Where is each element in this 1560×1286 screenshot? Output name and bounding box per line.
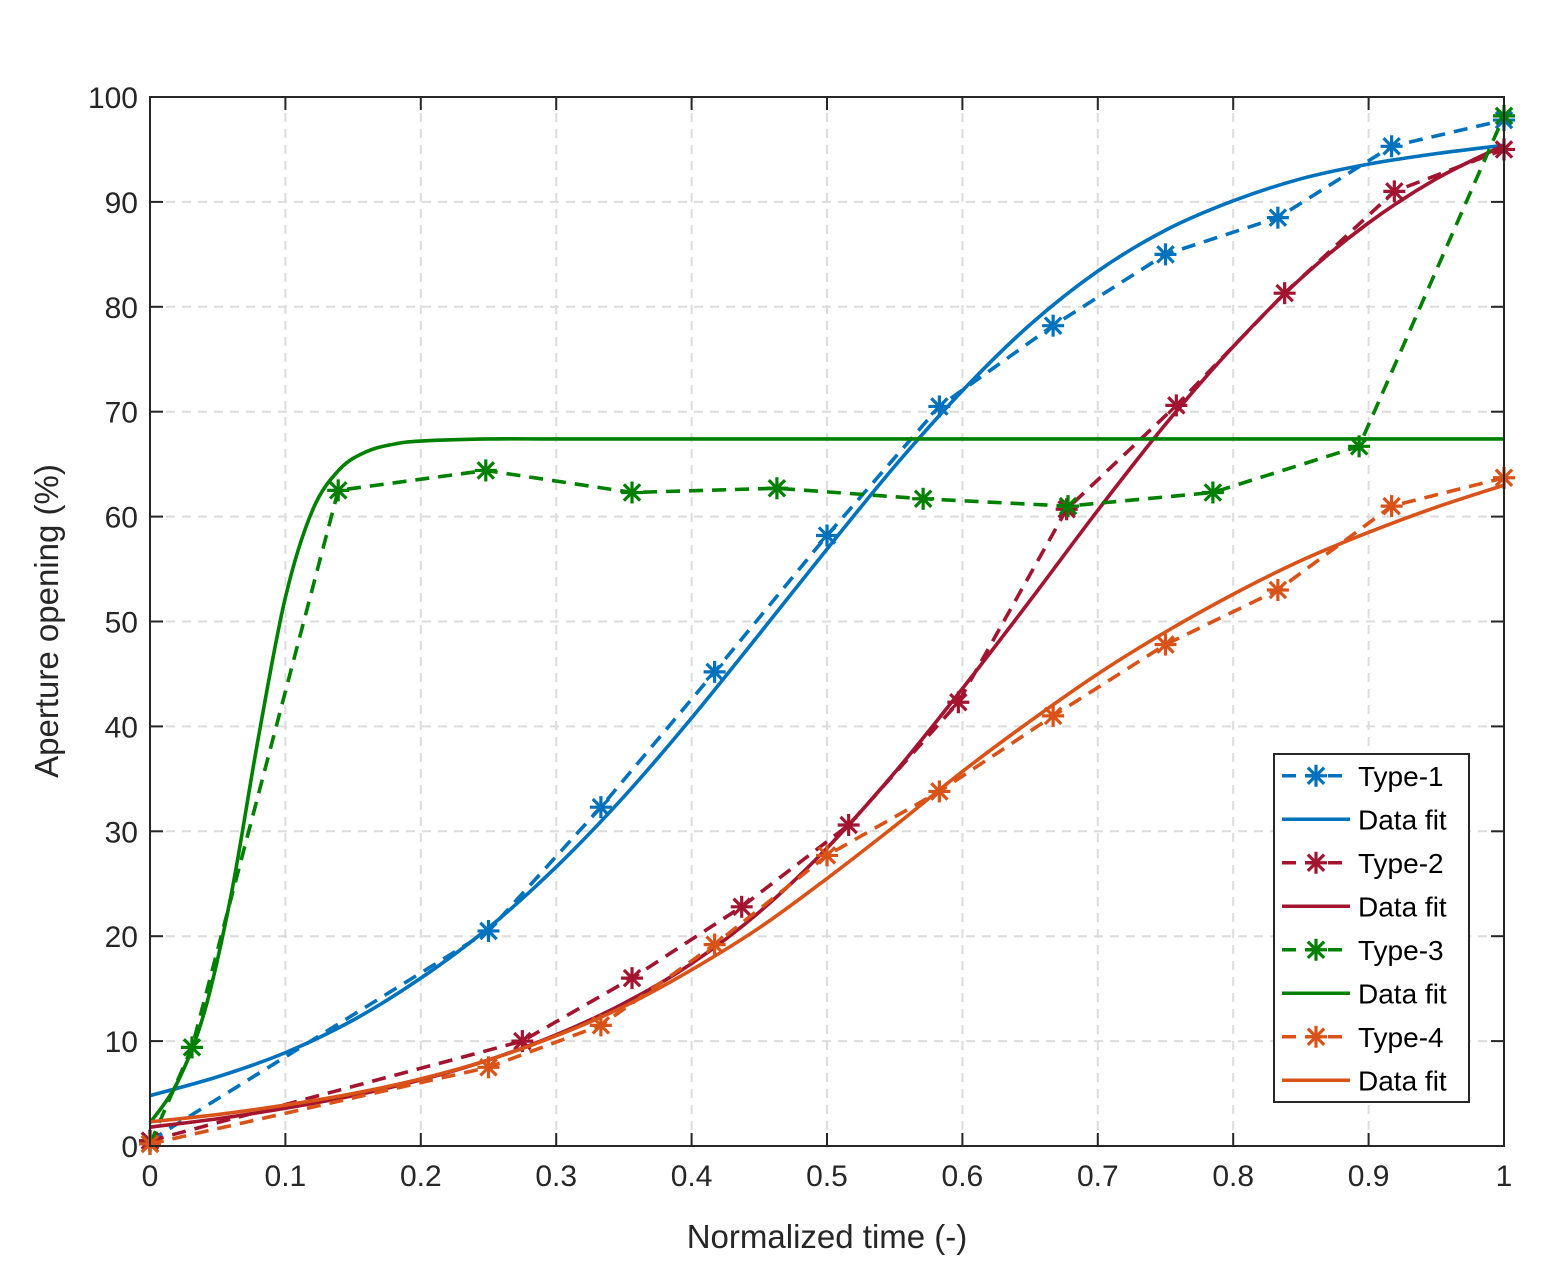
data-point xyxy=(1201,481,1224,504)
data-point xyxy=(1380,495,1403,518)
x-tick-label: 0.2 xyxy=(400,1160,442,1193)
legend-label: Type-3 xyxy=(1358,935,1444,966)
data-point xyxy=(621,481,644,504)
data-point xyxy=(765,477,788,500)
grid-lines xyxy=(150,97,1504,1146)
series-8 xyxy=(149,483,1505,1124)
data-point xyxy=(327,479,350,502)
data-point xyxy=(1154,633,1177,656)
legend-label: Type-1 xyxy=(1358,761,1444,792)
legend-label: Type-2 xyxy=(1358,848,1444,879)
data-point xyxy=(1383,180,1406,203)
data-point xyxy=(621,967,644,990)
y-tick-label: 50 xyxy=(105,607,138,640)
y-tick-label: 20 xyxy=(105,921,138,954)
data-point xyxy=(816,844,838,867)
x-tick-label: 0.5 xyxy=(806,1160,848,1193)
y-tick-label: 90 xyxy=(105,187,138,220)
legend: Type-1 Data fit Type-2 Data fit Type-3 Data f… xyxy=(1273,753,1470,1103)
legend-item: Data fit xyxy=(1282,891,1447,922)
y-tick-label: 40 xyxy=(105,711,138,744)
legend-item: Data fit xyxy=(1282,804,1447,835)
series-6 xyxy=(148,437,1504,1124)
data-point xyxy=(1380,135,1403,158)
legend-label: Data fit xyxy=(1358,1065,1447,1096)
data-point xyxy=(474,459,497,482)
legend-item: Data fit xyxy=(1282,978,1447,1009)
y-tick-label: 100 xyxy=(88,82,138,115)
legend-label: Data fit xyxy=(1358,804,1447,835)
data-point xyxy=(589,796,612,819)
legend-item: Type-1 xyxy=(1282,761,1444,792)
x-tick-label: 0.8 xyxy=(1212,1160,1254,1193)
x-tick-label: 0.9 xyxy=(1348,1160,1390,1193)
series-layer xyxy=(139,104,1515,1155)
legend-label: Data fit xyxy=(1358,891,1447,922)
legend-item: Type-3 xyxy=(1282,935,1444,966)
data-point xyxy=(1266,579,1289,602)
legend-marker xyxy=(1305,1025,1327,1048)
legend-label: Data fit xyxy=(1358,978,1447,1009)
legend-label: Type-4 xyxy=(1358,1022,1444,1053)
fit-line xyxy=(148,437,1504,1124)
legend-item: Type-4 xyxy=(1282,1022,1444,1053)
x-tick-label: 0 xyxy=(142,1160,159,1193)
tick-labels: 0 0.1 0.2 0.3 0.4 0.5 0.6 0.7 0.8 0.9 101020304050… xyxy=(88,82,1512,1193)
x-tick-label: 0.1 xyxy=(265,1160,307,1193)
legend-marker xyxy=(1305,938,1327,961)
y-tick-label: 30 xyxy=(105,816,138,849)
x-tick-label: 0.3 xyxy=(535,1160,577,1193)
y-tick-label: 0 xyxy=(121,1131,138,1164)
series-2 xyxy=(149,143,1505,1098)
fit-line xyxy=(149,143,1505,1098)
data-point xyxy=(912,487,935,510)
y-tick-label: 70 xyxy=(105,397,138,430)
data-point xyxy=(1266,206,1289,229)
data-point xyxy=(1348,435,1371,458)
legend-box xyxy=(1273,753,1470,1103)
legend-item: Data fit xyxy=(1282,1065,1447,1096)
data-point xyxy=(730,895,753,918)
data-point xyxy=(816,524,838,547)
data-point xyxy=(703,660,726,683)
data-point xyxy=(703,933,726,956)
x-tick-label: 1 xyxy=(1496,1160,1513,1193)
y-axis-label: Aperture opening (%) xyxy=(28,464,65,778)
data-line xyxy=(148,115,1506,1145)
x-tick-label: 0.4 xyxy=(671,1160,713,1193)
legend-marker xyxy=(1305,851,1327,874)
y-tick-label: 10 xyxy=(105,1026,138,1059)
data-point xyxy=(1154,243,1177,266)
data-point xyxy=(1165,394,1188,417)
data-point xyxy=(1057,495,1080,518)
y-tick-label: 80 xyxy=(105,292,138,325)
axis-ticks xyxy=(149,96,1505,1147)
x-tick-label: 0.6 xyxy=(942,1160,984,1193)
fit-line xyxy=(149,483,1505,1124)
data-point xyxy=(1042,314,1065,337)
x-tick-label: 0.7 xyxy=(1077,1160,1119,1193)
y-tick-label: 60 xyxy=(105,502,138,535)
legend-item: Type-2 xyxy=(1282,848,1444,879)
legend-marker xyxy=(1305,764,1327,787)
x-axis-label: Normalized time (-) xyxy=(687,1218,968,1255)
